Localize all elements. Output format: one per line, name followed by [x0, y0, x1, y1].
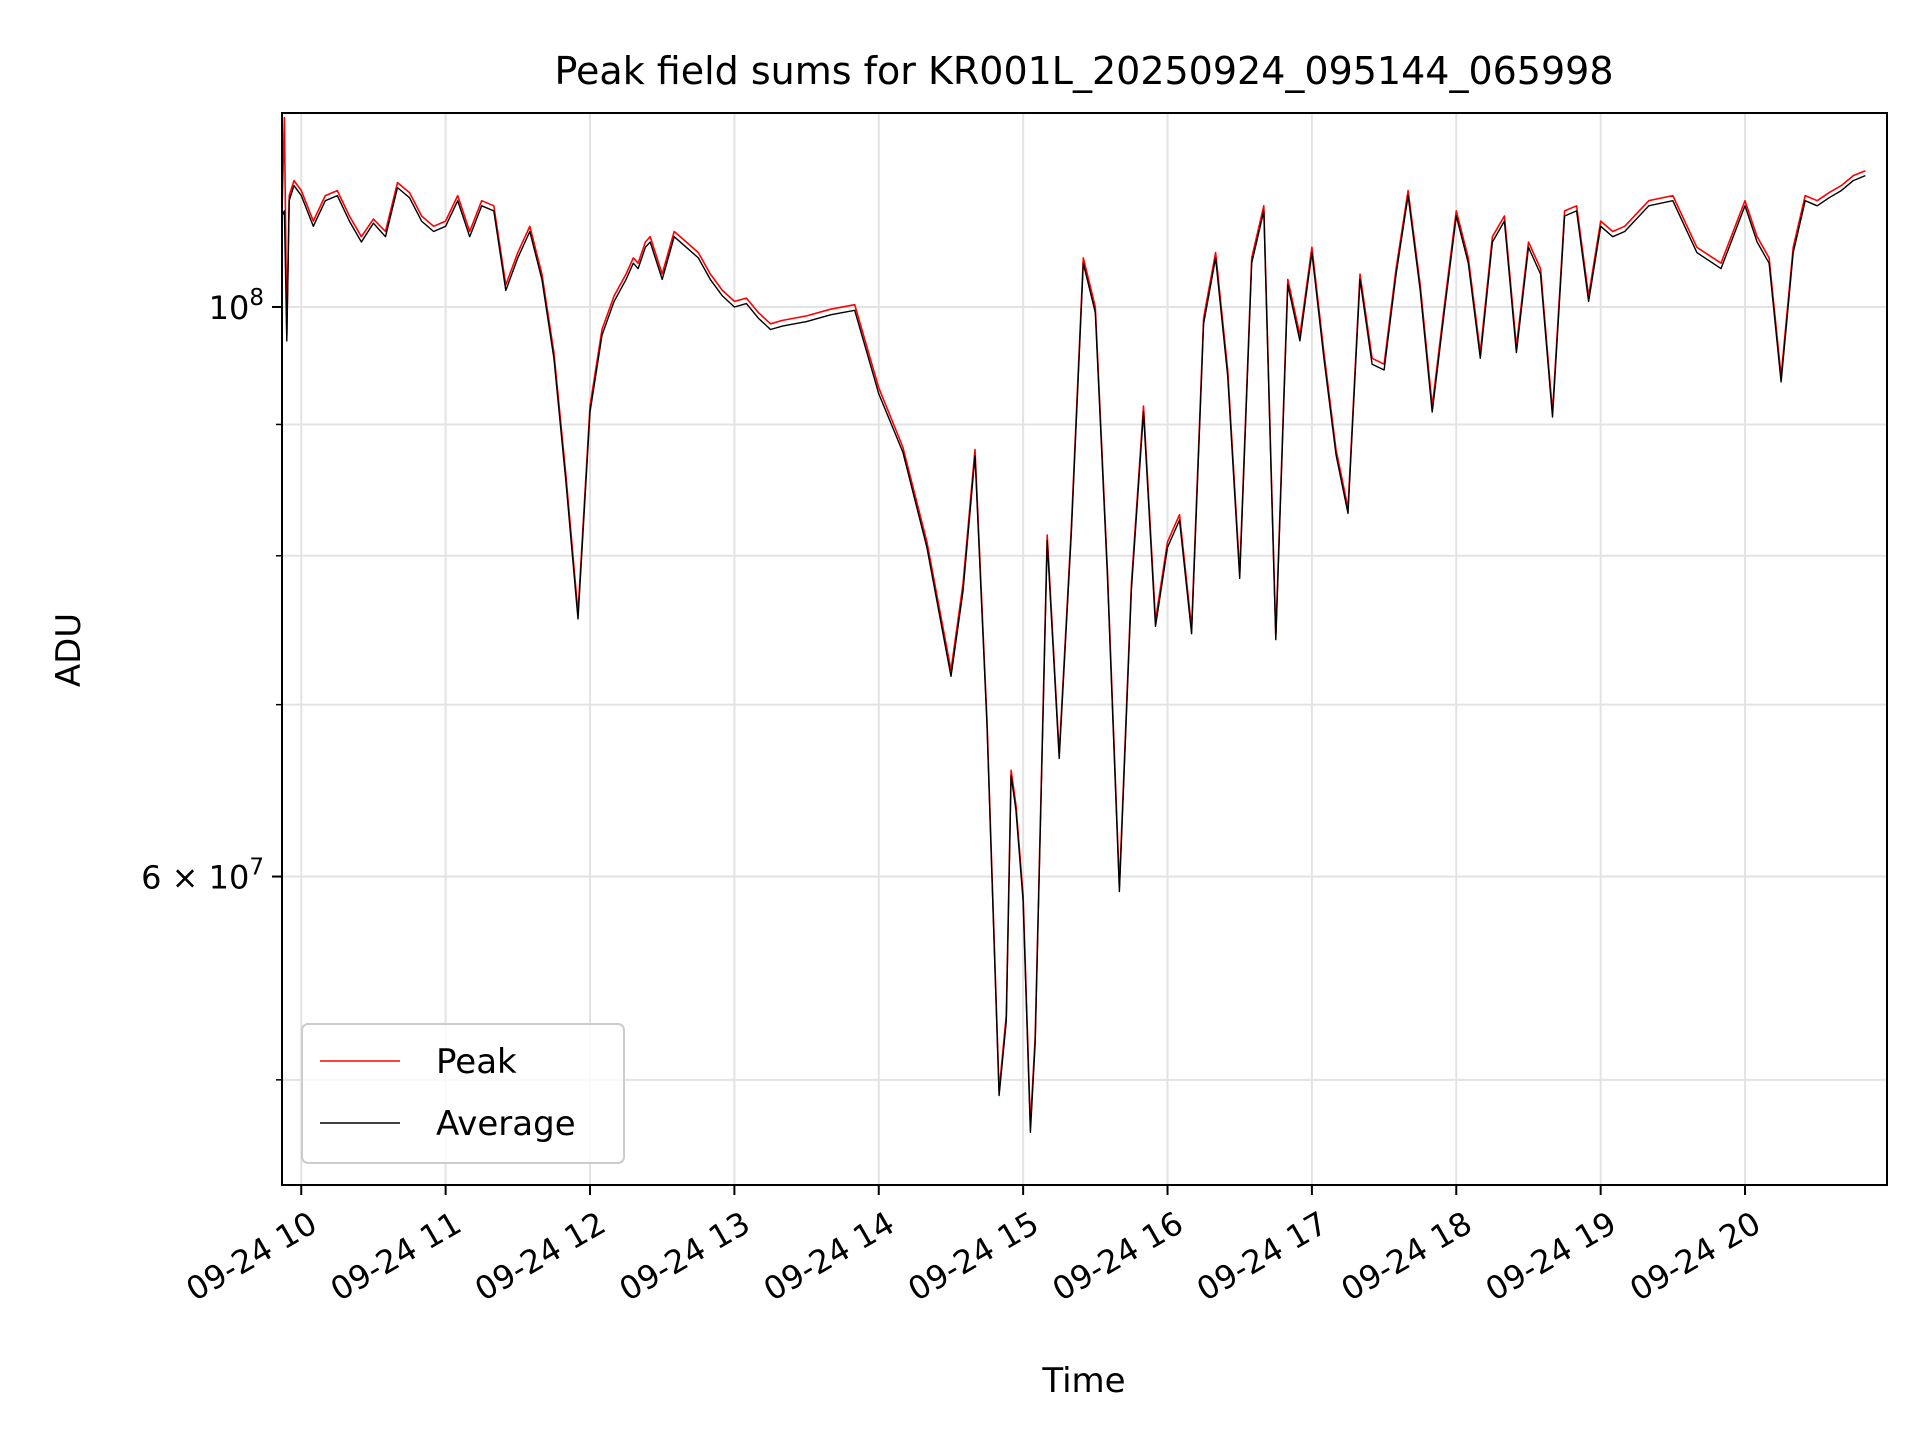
y-tick-label: 6 × 107 [141, 855, 264, 897]
plot-frame [281, 112, 1888, 1186]
chart-title: Peak field sums for KR001L_20250924_0951… [554, 49, 1613, 93]
legend-box [301, 1023, 625, 1164]
legend: Peak Average [301, 1023, 625, 1164]
grid [282, 113, 1887, 1185]
y-tick-label: 108 [209, 285, 264, 327]
y-axis-label: ADU [49, 613, 89, 687]
legend-label-average: Average [436, 1104, 576, 1144]
legend-label-peak: Peak [436, 1042, 517, 1082]
series-line-average [281, 174, 1866, 1133]
y-axis-ticks: 108 6 × 107 [141, 285, 282, 1081]
series-lines [281, 116, 1866, 1133]
x-axis-label: Time [1041, 1361, 1125, 1401]
